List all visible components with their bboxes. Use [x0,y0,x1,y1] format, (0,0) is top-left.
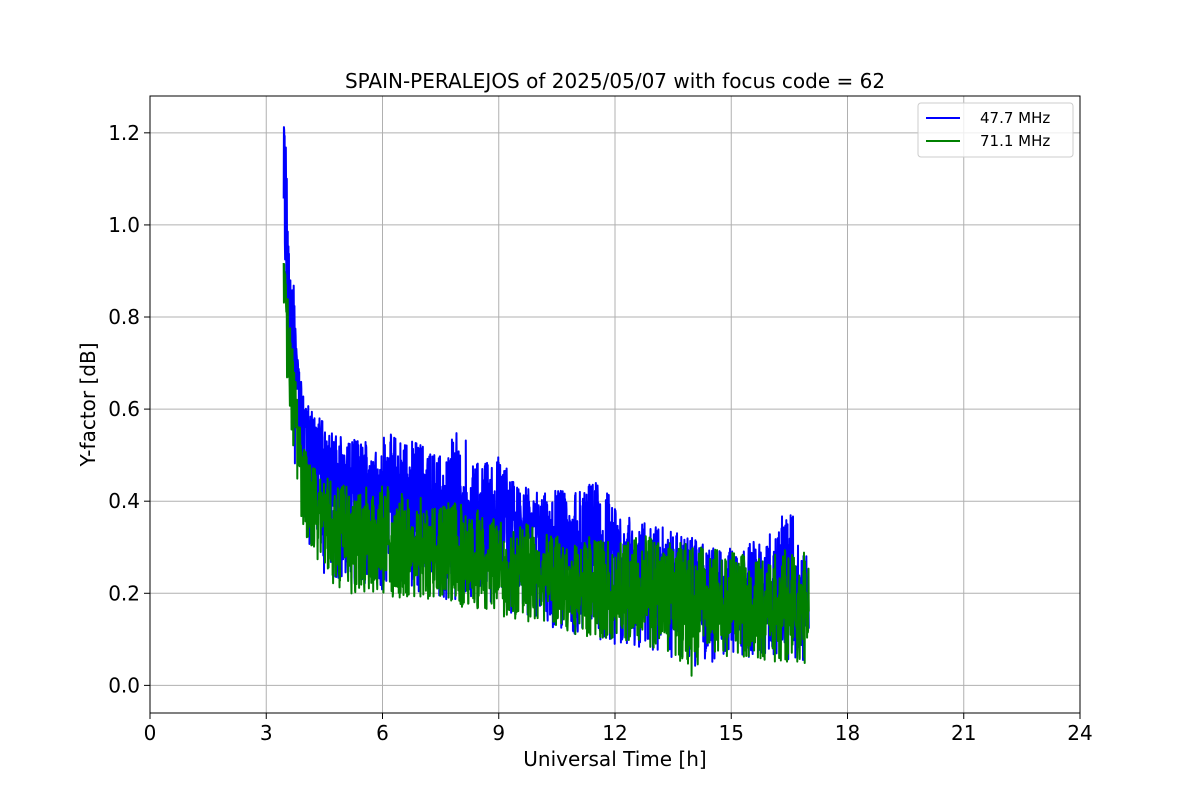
x-tick-label: 0 [144,721,157,745]
y-tick-label: 0.2 [108,581,140,605]
y-tick-label: 0.6 [108,397,140,421]
legend-label: 47.7 MHz [980,109,1050,127]
y-tick-label: 0.0 [108,673,140,697]
series-line-second [282,263,810,677]
legend-box [917,102,1074,158]
legend-label: 71.1 MHz [980,132,1050,150]
y-tick-label: 0.4 [108,489,140,513]
series-layer [282,126,810,677]
x-tick-label: 15 [719,721,744,745]
chart-title: SPAIN-PERALEJOS of 2025/05/07 with focus… [345,69,885,93]
x-tick-label: 12 [602,721,627,745]
y-tick-label: 1.2 [108,121,140,145]
x-tick-label: 6 [376,721,389,745]
y-tick-label: 0.8 [108,305,140,329]
x-tick-label: 24 [1067,721,1092,745]
x-axis-label: Universal Time [h] [523,747,706,771]
x-tick-label: 21 [951,721,976,745]
axis-ticks: 0 3 6 9 12 15 18 21 24 0.0 0.2 0.4 0.6 0.8 1.0 1.2 [108,121,1093,745]
x-tick-label: 3 [260,721,273,745]
legend: 47.7 MHz 71.1 MHz [917,102,1074,158]
x-tick-label: 18 [835,721,860,745]
x-tick-label: 9 [492,721,505,745]
y-axis-label: Y-factor [dB] [76,342,100,467]
y-tick-label: 1.0 [108,213,140,237]
